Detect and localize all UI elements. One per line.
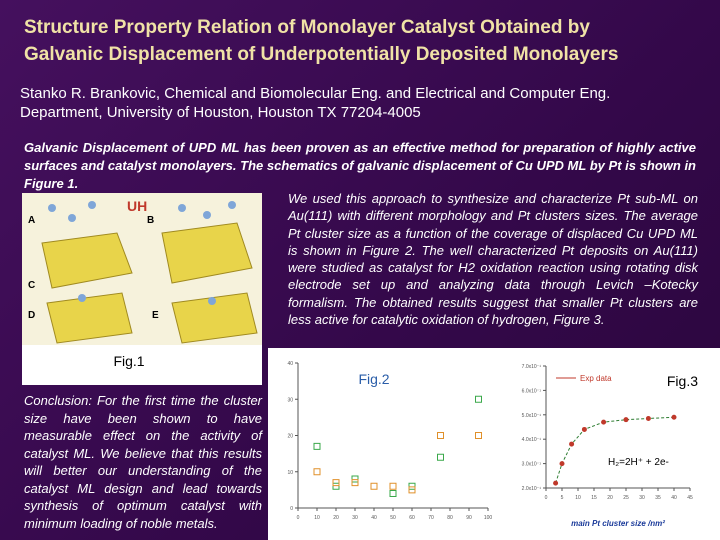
data-point bbox=[313, 468, 321, 476]
y-tick-label: 4.0x10⁻¹ bbox=[522, 437, 542, 443]
title-line: Galvanic Displacement of Underpotentiall… bbox=[24, 44, 619, 65]
data-point bbox=[559, 461, 565, 467]
authors-line: Stanko R. Brankovic, Chemical and Biomol… bbox=[20, 85, 611, 102]
panel-label: C bbox=[28, 280, 35, 291]
authors-line: Department, University of Houston, Houst… bbox=[20, 104, 421, 121]
x-tick-label: 20 bbox=[333, 515, 339, 521]
data-point bbox=[581, 426, 587, 432]
x-tick-label: 100 bbox=[484, 515, 493, 521]
data-point bbox=[408, 486, 416, 494]
curve bbox=[555, 416, 675, 484]
data-point bbox=[601, 419, 607, 425]
figure-bg bbox=[498, 348, 720, 540]
panel-label: D bbox=[28, 310, 35, 321]
y-tick-label: 0 bbox=[290, 506, 293, 512]
conclusion-text: Conclusion: For the first time the clust… bbox=[24, 393, 262, 531]
x-tick-label: 60 bbox=[409, 515, 415, 521]
panel-label: E bbox=[152, 310, 159, 321]
x-tick-label: 10 bbox=[575, 495, 581, 501]
data-point bbox=[475, 432, 482, 439]
x-tick-label: 80 bbox=[447, 515, 453, 521]
y-tick-label: 7.0x10⁻¹ bbox=[522, 364, 542, 370]
x-tick-label: 50 bbox=[390, 515, 396, 521]
y-tick-label: 5.0x10⁻¹ bbox=[522, 413, 542, 419]
intro-text: Galvanic Displacement of UPD ML has been… bbox=[24, 140, 696, 191]
substrate bbox=[171, 292, 258, 344]
data-point bbox=[389, 482, 397, 490]
data-point bbox=[351, 475, 359, 483]
x-tick-label: 0 bbox=[297, 515, 300, 521]
figure-label: Fig.3 bbox=[667, 373, 698, 389]
y-tick-label: 40 bbox=[287, 361, 293, 367]
x-tick-label: 5 bbox=[561, 495, 564, 501]
data-point bbox=[553, 480, 559, 486]
figure-label: Fig.2 bbox=[358, 371, 389, 387]
x-tick-label: 0 bbox=[545, 495, 548, 501]
figure-2: Fig.2 0 10 20 30 40 50 60 70 80 90 100 0 10 20 30 40 bbox=[268, 348, 498, 540]
data-point bbox=[332, 479, 340, 487]
approach-text: We used this approach to synthesize and … bbox=[288, 191, 698, 328]
data-point bbox=[332, 482, 340, 490]
y-tick-label: 3.0x10⁻¹ bbox=[522, 462, 542, 468]
y-tick-label: 20 bbox=[287, 434, 293, 440]
x-tick-label: 40 bbox=[371, 515, 377, 521]
y-tick-label: 10 bbox=[287, 470, 293, 476]
y-tick-label: 30 bbox=[287, 397, 293, 403]
x-tick-label: 40 bbox=[671, 495, 677, 501]
substrate bbox=[46, 292, 133, 344]
data-point bbox=[351, 479, 359, 487]
authors: Stanko R. Brankovic, Chemical and Biomol… bbox=[20, 84, 710, 122]
data-point bbox=[437, 453, 444, 461]
data-point bbox=[437, 432, 444, 439]
x-tick-label: 15 bbox=[591, 495, 597, 501]
y-tick-label: 6.0x10⁻¹ bbox=[522, 388, 542, 394]
panel-label: A bbox=[28, 215, 35, 226]
data-point bbox=[671, 414, 677, 420]
data-point bbox=[389, 490, 397, 497]
x-tick-label: 90 bbox=[466, 515, 472, 521]
title: Structure Property Relation of Monolayer… bbox=[24, 14, 704, 68]
figure-3: Fig.3 Exp data H₂=2H⁺ + 2e- main Pt clus… bbox=[498, 348, 720, 540]
x-tick-label: 70 bbox=[428, 515, 434, 521]
x-tick-label: 25 bbox=[623, 495, 629, 501]
equation: H₂=2H⁺ + 2e- bbox=[608, 457, 669, 468]
data-point bbox=[645, 415, 651, 421]
substrate bbox=[41, 232, 133, 289]
x-tick-label: 30 bbox=[639, 495, 645, 501]
panel-label: B bbox=[147, 215, 154, 226]
data-point bbox=[475, 395, 482, 403]
data-point bbox=[313, 442, 321, 450]
title-line: Structure Property Relation of Monolayer… bbox=[24, 17, 590, 38]
data-point bbox=[569, 441, 575, 447]
figure-label: Fig.1 bbox=[113, 353, 144, 369]
legend-label: Exp data bbox=[580, 374, 612, 383]
figure-1: UH Fig.1 A B C D E bbox=[22, 193, 262, 385]
x-axis-label: main Pt cluster size /nm² bbox=[571, 519, 665, 528]
data-point bbox=[623, 417, 629, 423]
x-tick-label: 30 bbox=[352, 515, 358, 521]
y-tick-label: 2.0x10⁻¹ bbox=[522, 486, 542, 492]
ions bbox=[48, 201, 236, 305]
logo: UH bbox=[127, 198, 147, 214]
substrate bbox=[161, 222, 253, 284]
x-tick-label: 35 bbox=[655, 495, 661, 501]
data-point bbox=[370, 482, 378, 490]
x-tick-label: 10 bbox=[314, 515, 320, 521]
x-tick-label: 45 bbox=[687, 495, 693, 501]
x-tick-label: 20 bbox=[607, 495, 613, 501]
data-point bbox=[408, 482, 416, 490]
